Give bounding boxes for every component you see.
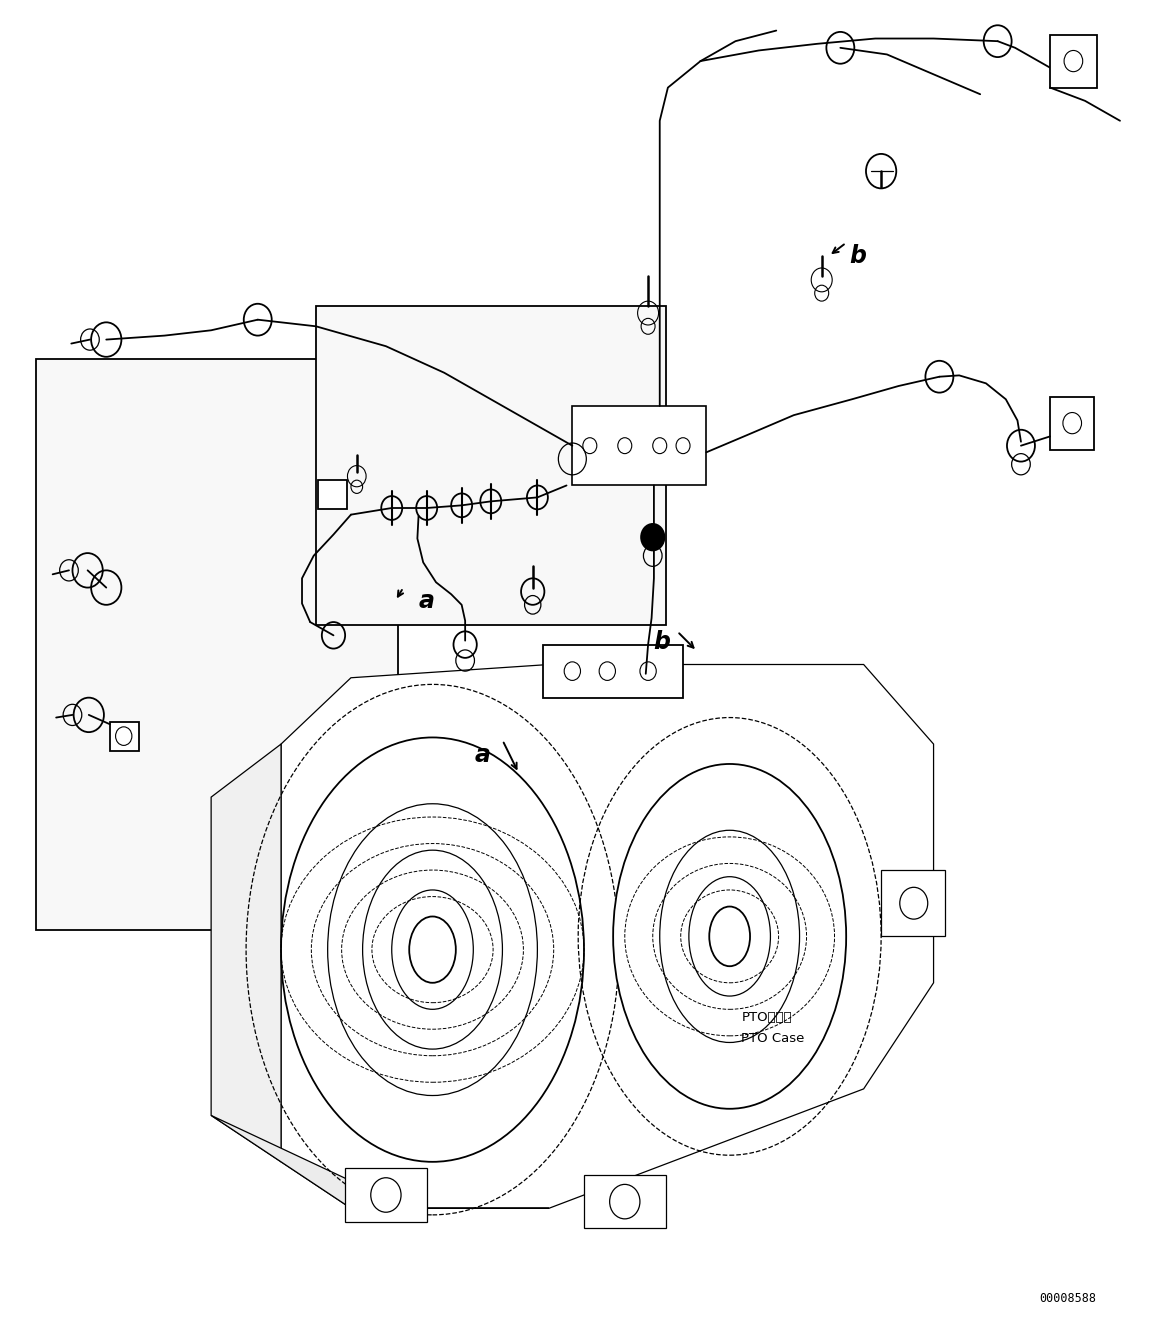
Text: a: a: [418, 589, 434, 613]
Bar: [1050, 35, 1097, 88]
Polygon shape: [281, 664, 933, 1208]
Ellipse shape: [281, 738, 584, 1162]
Polygon shape: [317, 307, 666, 625]
Text: b: b: [849, 245, 867, 268]
Text: PTO Case: PTO Case: [742, 1033, 805, 1045]
Text: b: b: [654, 630, 670, 654]
Text: 00008588: 00008588: [1040, 1292, 1096, 1305]
Bar: [584, 1175, 666, 1228]
Polygon shape: [36, 359, 397, 930]
Bar: [345, 1168, 426, 1221]
Ellipse shape: [613, 764, 846, 1108]
Polygon shape: [211, 1115, 549, 1208]
Text: a: a: [474, 743, 491, 767]
Bar: [110, 722, 139, 751]
Bar: [543, 645, 683, 698]
Text: PTOケース: PTOケース: [742, 1011, 792, 1023]
Bar: [572, 405, 707, 485]
Bar: [319, 480, 347, 509]
Polygon shape: [211, 744, 281, 1162]
Bar: [1050, 396, 1094, 449]
Bar: [881, 870, 945, 937]
Circle shape: [641, 524, 665, 550]
